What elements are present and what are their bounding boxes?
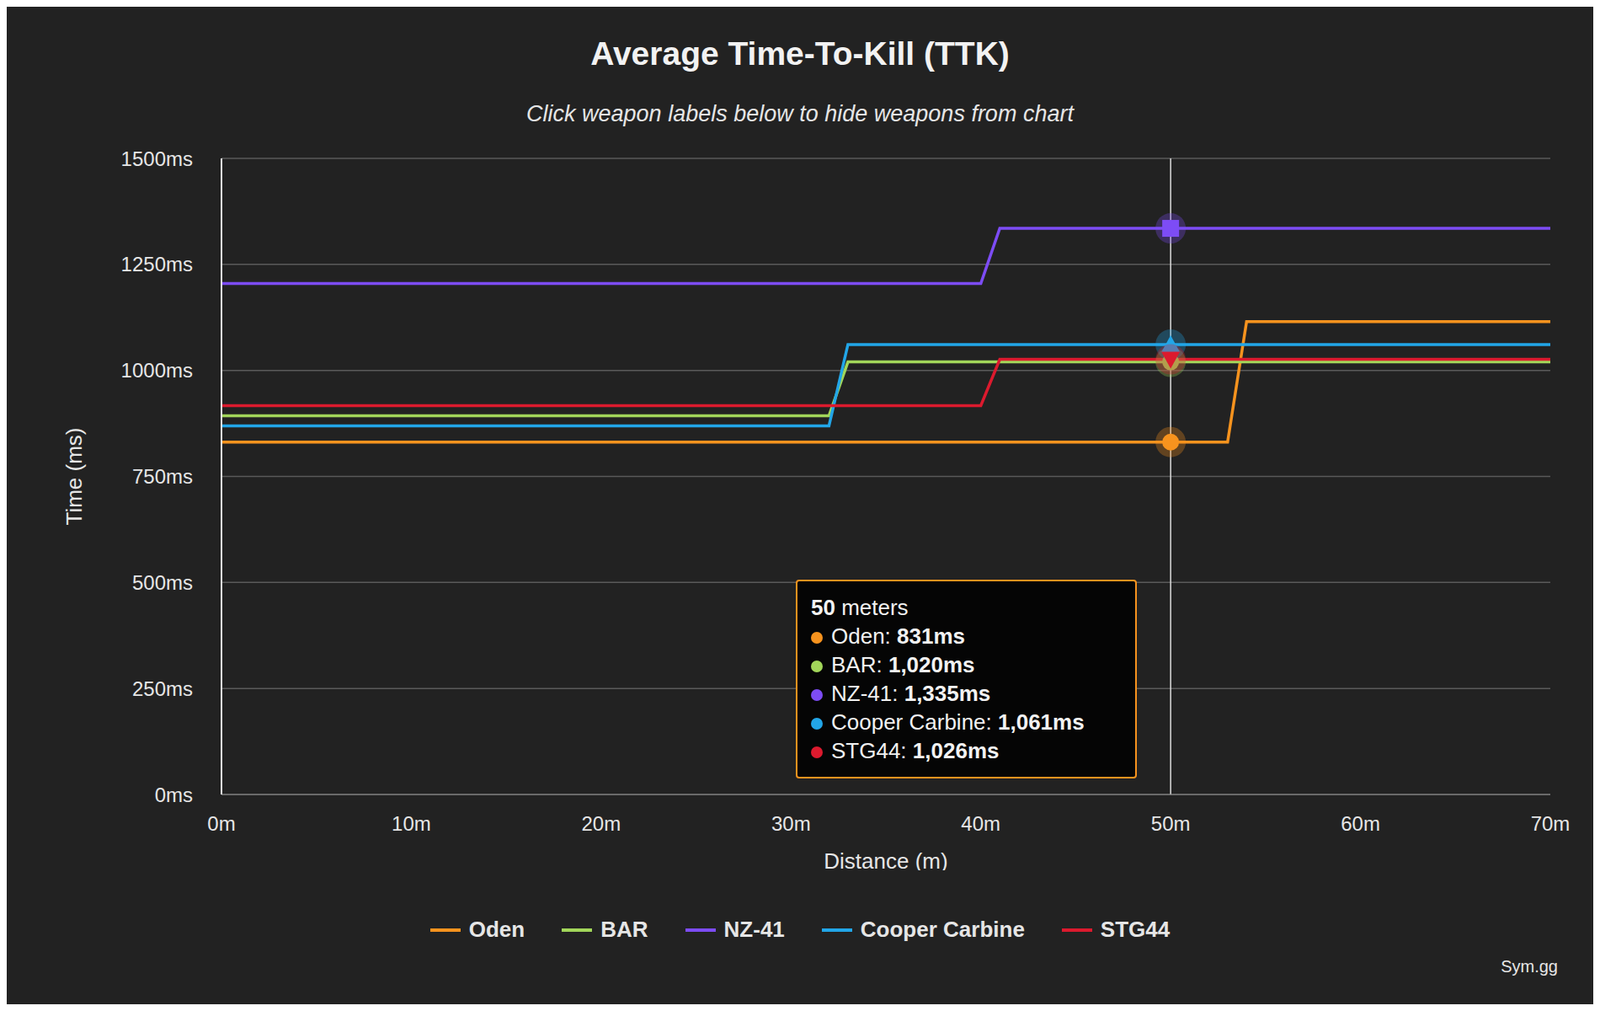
html-text:50 meters: 50 meters <box>810 594 909 620</box>
html-text:NZ-41: NZ-41 <box>723 916 785 942</box>
svg-text:Distance (m): Distance (m) <box>823 848 948 870</box>
svg-text:40m: 40m <box>960 811 1001 835</box>
svg-text:Time (ms): Time (ms) <box>61 426 87 525</box>
svg-text:1250ms: 1250ms <box>121 252 193 276</box>
html-text:Cooper Carbine: 1,061ms: Cooper Carbine: 1,061ms <box>831 709 1085 735</box>
html-text:Click weapon labels below to h: Click weapon labels below to hide weapon… <box>526 101 1074 127</box>
html-text:Oden: 831ms: Oden: 831ms <box>831 623 966 649</box>
svg-text:60m: 60m <box>1340 811 1381 835</box>
svg-text:50m: 50m <box>1151 811 1191 835</box>
svg-text:10m: 10m <box>391 811 432 835</box>
svg-text:0m: 0m <box>207 811 235 835</box>
svg-text:500ms: 500ms <box>132 570 193 594</box>
html-text:NZ-41: 1,335ms: NZ-41: 1,335ms <box>831 680 991 706</box>
svg-text:250ms: 250ms <box>132 677 193 700</box>
html-text:Sym.gg: Sym.gg <box>1500 956 1558 976</box>
html-text:Cooper Carbine: Cooper Carbine <box>860 916 1025 942</box>
html-text:STG44: STG44 <box>1100 916 1170 942</box>
html-text:STG44: 1,026ms: STG44: 1,026ms <box>831 737 1000 763</box>
svg-text:0ms: 0ms <box>154 783 193 806</box>
html-text:Average Time-To-Kill (TTK): Average Time-To-Kill (TTK) <box>590 35 1010 72</box>
html-text:BAR: 1,020ms: BAR: 1,020ms <box>831 651 975 678</box>
svg-text:750ms: 750ms <box>132 464 193 488</box>
html-text:BAR: BAR <box>600 916 649 942</box>
svg-text:20m: 20m <box>581 811 622 835</box>
svg-text:1000ms: 1000ms <box>121 358 193 382</box>
svg-text:70m: 70m <box>1530 811 1571 835</box>
svg-text:1500ms: 1500ms <box>121 147 193 171</box>
svg-text:30m: 30m <box>771 811 811 835</box>
html-text:Oden: Oden <box>468 916 525 942</box>
